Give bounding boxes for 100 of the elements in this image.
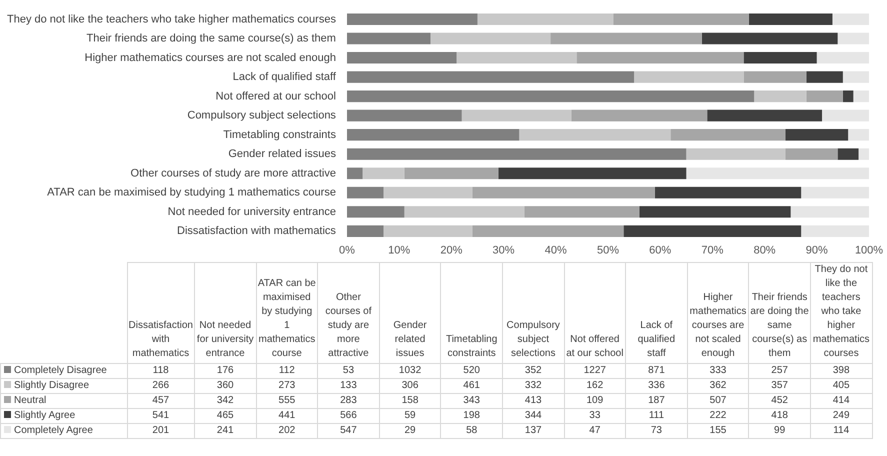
data-label: 555	[256, 394, 318, 408]
data-label: 332	[502, 378, 564, 394]
bar	[362, 168, 404, 180]
bar	[848, 129, 869, 141]
data-label: 336	[626, 378, 688, 394]
bar	[613, 13, 749, 26]
bar	[346, 52, 457, 64]
bar	[346, 186, 384, 198]
data-label: 222	[687, 408, 749, 424]
bar	[624, 225, 802, 237]
bar	[550, 32, 702, 44]
bar	[785, 148, 838, 160]
bar	[858, 148, 869, 160]
bar	[670, 129, 786, 141]
data-label: 202	[256, 424, 318, 438]
bar	[806, 71, 843, 83]
legend-label: Completely Agree	[0, 424, 127, 438]
x-tick-label: 40%	[544, 244, 567, 256]
y-tick-label: ATAR can be maximised by studying 1 mathematics course	[47, 186, 336, 199]
legend-label: Neutral	[0, 394, 127, 408]
category-label: Not offered at our school	[564, 262, 626, 364]
data-label: 362	[687, 378, 749, 394]
category-label: Lack of qualified staff	[626, 262, 688, 364]
data-label: 162	[564, 378, 626, 394]
x-tick-label: 60%	[649, 244, 672, 256]
bar	[634, 71, 744, 83]
bar	[707, 110, 822, 122]
data-label: 118	[127, 364, 194, 378]
bar	[754, 90, 806, 102]
data-label: 58	[440, 424, 502, 438]
bar	[346, 206, 404, 218]
data-label: 306	[379, 378, 441, 394]
data-label: 53	[318, 364, 380, 378]
bar	[654, 186, 802, 198]
bar	[456, 52, 577, 64]
bar	[842, 90, 854, 102]
data-label: 155	[687, 424, 749, 438]
bar	[498, 168, 686, 180]
bar	[801, 186, 869, 198]
bar	[785, 129, 848, 141]
bar	[686, 168, 869, 180]
legend-label: Slightly Disagree	[0, 378, 127, 394]
data-label: 99	[748, 424, 810, 438]
bar	[686, 148, 786, 160]
bar	[404, 168, 498, 180]
x-tick-label: 20%	[440, 244, 463, 256]
data-label: 283	[318, 394, 380, 408]
bar	[801, 225, 869, 237]
data-label: 187	[626, 394, 688, 408]
bar	[346, 129, 520, 141]
bar	[346, 225, 384, 237]
bar	[519, 129, 671, 141]
bar	[472, 186, 655, 198]
data-label: 198	[440, 408, 502, 424]
data-label: 114	[810, 424, 872, 438]
x-tick-label: 100%	[854, 244, 884, 256]
data-label: 360	[194, 378, 256, 394]
bar	[383, 225, 472, 237]
data-label: 201	[127, 424, 194, 438]
data-label: 344	[502, 408, 564, 424]
data-label: 109	[564, 394, 626, 408]
bar	[842, 71, 869, 83]
data-label: 352	[502, 364, 564, 378]
bar	[346, 71, 634, 83]
y-tick-label: Their friends are doing the same course(s) as them	[86, 32, 336, 45]
x-tick-label: 90%	[806, 244, 828, 256]
bar	[571, 110, 708, 122]
x-tick-label: 0%	[338, 244, 356, 256]
data-label: 414	[810, 394, 872, 408]
data-label: 566	[318, 408, 380, 424]
bar	[822, 110, 869, 122]
y-tick-label: Compulsory subject selections	[187, 110, 336, 122]
bar	[346, 13, 478, 26]
data-label: 418	[748, 408, 810, 424]
data-label: 1032	[379, 364, 441, 378]
data-label: 59	[379, 408, 441, 424]
bar	[744, 71, 806, 83]
bar	[790, 206, 869, 218]
data-label: 158	[379, 394, 441, 408]
legend-label: Completely Disagree	[0, 364, 127, 378]
data-label: 342	[194, 394, 256, 408]
data-label: 452	[748, 394, 810, 408]
y-tick-label: Not needed for university entrance	[168, 206, 336, 218]
bar	[748, 13, 832, 26]
data-label: 1227	[564, 364, 626, 378]
y-tick-label: Not offered at our school	[216, 90, 336, 102]
data-label: 461	[440, 378, 502, 394]
data-label: 357	[748, 378, 810, 394]
bar	[404, 206, 524, 218]
bar	[346, 168, 363, 180]
legend-label: Slightly Agree	[0, 408, 127, 424]
y-tick-label: Other courses of study are more attractive	[130, 167, 336, 180]
category-label: They do not like the teachers who take higher mathematics courses	[810, 262, 872, 364]
data-label: 257	[748, 364, 810, 378]
bar	[816, 52, 869, 64]
x-tick-label: 30%	[492, 244, 515, 256]
bar	[853, 90, 869, 102]
data-label: 507	[687, 394, 749, 408]
y-tick-label: Timetabling constraints	[223, 128, 336, 141]
bar	[383, 186, 472, 198]
